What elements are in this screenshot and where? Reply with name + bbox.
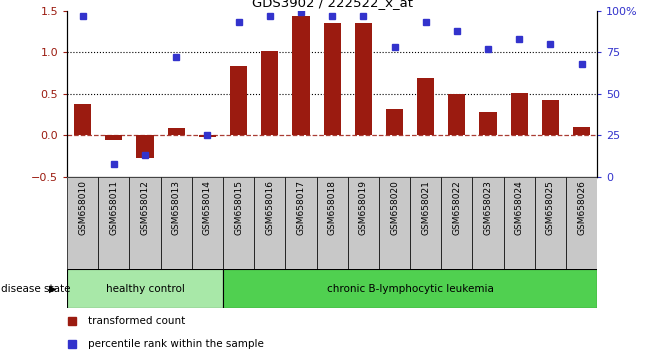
Text: transformed count: transformed count (89, 316, 186, 326)
Bar (192, 177, 223, 269)
Bar (511, 93, 528, 135)
Bar (130, 177, 160, 269)
Text: GSM658021: GSM658021 (421, 180, 430, 235)
Text: healthy control: healthy control (105, 284, 185, 293)
Text: GSM658022: GSM658022 (452, 180, 462, 234)
Bar (410, 177, 442, 269)
Title: GDS3902 / 222522_x_at: GDS3902 / 222522_x_at (252, 0, 413, 10)
Bar (323, 23, 341, 135)
Bar (160, 177, 192, 269)
Text: GSM658011: GSM658011 (109, 180, 118, 235)
Bar (566, 177, 597, 269)
Bar (379, 177, 410, 269)
Text: GSM658013: GSM658013 (172, 180, 180, 235)
Bar (168, 128, 185, 135)
Bar (105, 135, 122, 139)
Text: GSM658012: GSM658012 (140, 180, 150, 235)
Bar (573, 127, 590, 135)
Bar (355, 23, 372, 135)
Text: GSM658018: GSM658018 (327, 180, 337, 235)
Bar (348, 177, 379, 269)
Bar (74, 104, 91, 135)
Text: ▶: ▶ (49, 284, 56, 293)
Text: GSM658016: GSM658016 (265, 180, 274, 235)
Bar (285, 177, 317, 269)
Text: GSM658010: GSM658010 (79, 180, 87, 235)
Text: GSM658025: GSM658025 (546, 180, 555, 235)
Bar (504, 177, 535, 269)
Text: GSM658024: GSM658024 (515, 180, 524, 234)
Text: GSM658019: GSM658019 (359, 180, 368, 235)
Bar (317, 177, 348, 269)
Bar (472, 177, 504, 269)
Text: GSM658015: GSM658015 (234, 180, 243, 235)
Bar (223, 177, 254, 269)
Bar (67, 269, 223, 308)
Bar (223, 269, 597, 308)
Text: GSM658014: GSM658014 (203, 180, 212, 235)
Bar (417, 78, 434, 135)
Bar (442, 177, 472, 269)
Bar (98, 177, 130, 269)
Text: percentile rank within the sample: percentile rank within the sample (89, 339, 264, 349)
Bar (254, 177, 285, 269)
Bar (542, 101, 559, 135)
Bar (535, 177, 566, 269)
Bar (480, 112, 497, 135)
Text: GSM658023: GSM658023 (484, 180, 493, 235)
Text: chronic B-lymphocytic leukemia: chronic B-lymphocytic leukemia (327, 284, 494, 293)
Text: GSM658017: GSM658017 (297, 180, 305, 235)
Bar (386, 109, 403, 135)
Bar (293, 16, 309, 135)
Text: disease state: disease state (1, 284, 70, 293)
Text: GSM658026: GSM658026 (577, 180, 586, 235)
Text: GSM658020: GSM658020 (390, 180, 399, 235)
Bar (67, 177, 98, 269)
Bar (230, 66, 247, 135)
Bar (261, 51, 278, 135)
Bar (136, 135, 154, 158)
Bar (199, 135, 216, 137)
Bar (448, 94, 466, 135)
